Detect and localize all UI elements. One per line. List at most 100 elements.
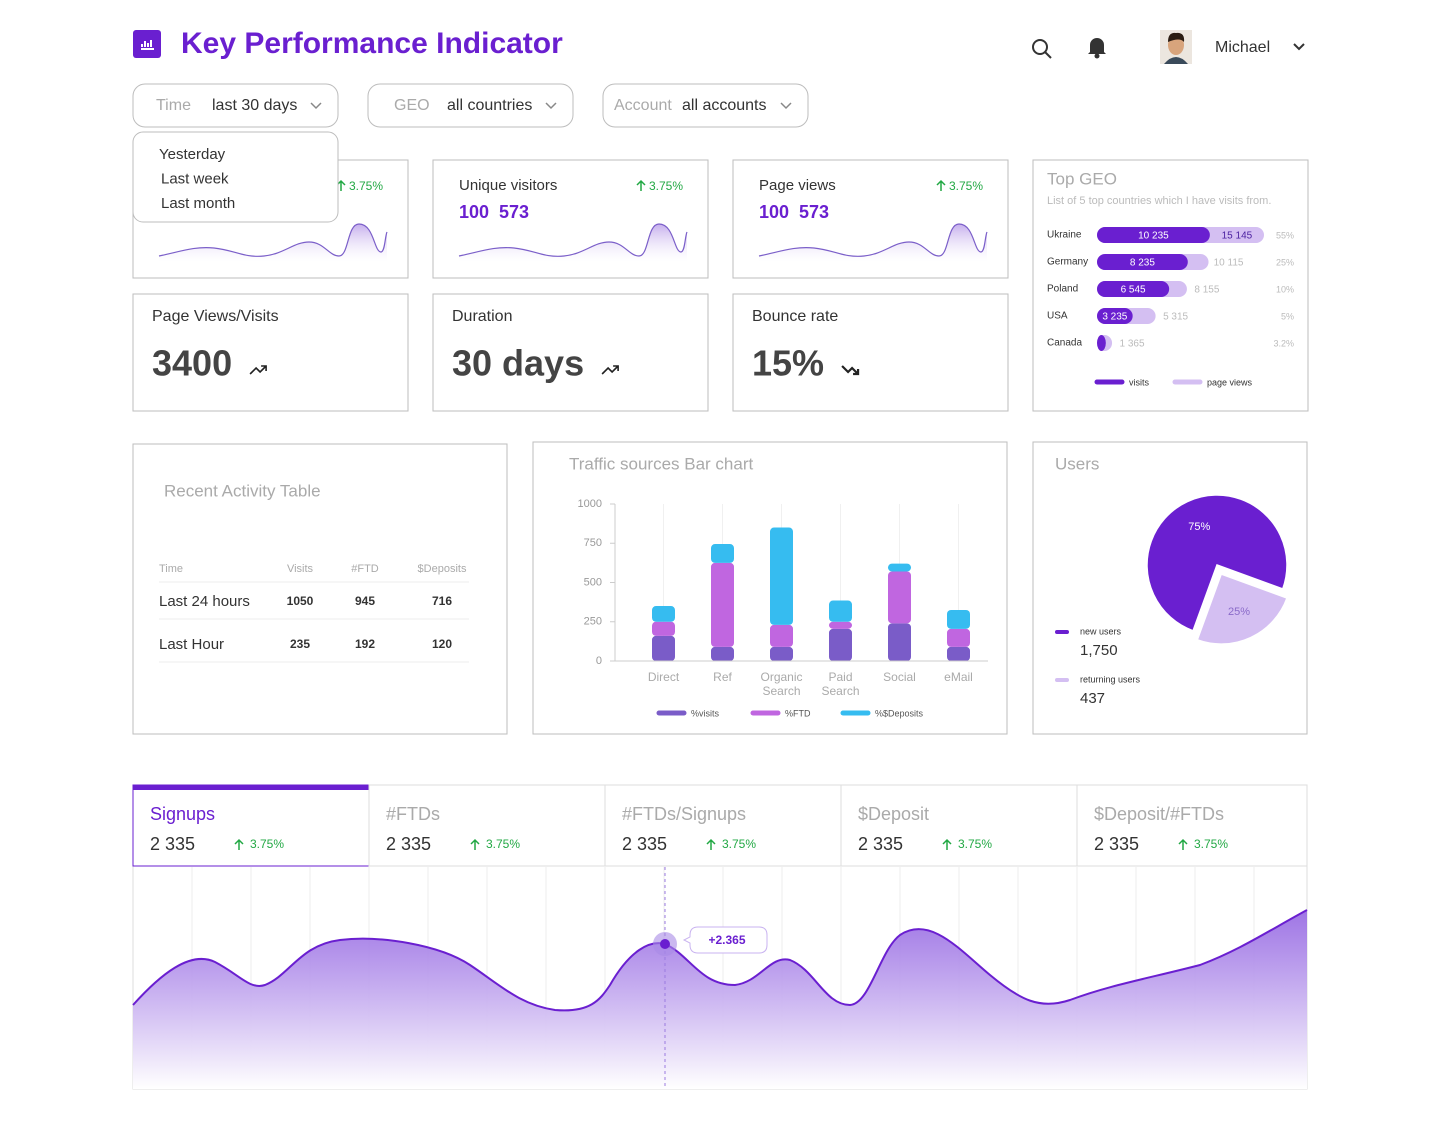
- tab-value: 2 335: [386, 834, 431, 854]
- kpi-change: 3.75%: [649, 179, 683, 193]
- legend-label: returning users: [1080, 674, 1141, 684]
- metric-tab[interactable]: [840, 784, 1078, 867]
- filter-value: all accounts: [682, 97, 767, 114]
- change-arrow: [470, 838, 480, 850]
- bar-segment: [652, 621, 675, 636]
- chevron: [545, 102, 557, 110]
- metric-tab[interactable]: [604, 784, 842, 867]
- change-arrow: [636, 179, 646, 191]
- metric-tab[interactable]: [368, 784, 606, 867]
- stat-card: [132, 293, 409, 412]
- metric-tab[interactable]: [1076, 784, 1308, 867]
- kpi-value: 100 573: [759, 202, 829, 222]
- area-fill: [133, 910, 1307, 1089]
- bar-segment: [888, 563, 911, 572]
- legend-label: visits: [1129, 377, 1149, 387]
- bar-segment: [711, 646, 734, 661]
- kpi-change: 3.75%: [349, 179, 383, 193]
- table-cell: Last 24 hours: [159, 593, 250, 610]
- geo-country: Ukraine: [1047, 230, 1082, 241]
- stat-title: Page Views/Visits: [152, 308, 279, 325]
- tooltip-text: +2.365: [708, 933, 745, 947]
- stat-value: 3400: [152, 343, 232, 384]
- y-tick-label: 750: [584, 537, 602, 549]
- geo-visits-label: 8 235: [1130, 258, 1155, 269]
- table-header: Time: [159, 563, 183, 575]
- area-line: [132, 909, 1308, 1012]
- legend-label: new users: [1080, 626, 1122, 636]
- bar-segment: [947, 609, 970, 629]
- bar-segment: [770, 646, 793, 661]
- panel-subtitle: List of 5 top countries which I have vis…: [1047, 195, 1271, 207]
- geo-visits-label: 10 235: [1138, 231, 1169, 242]
- filter-box[interactable]: [602, 83, 809, 128]
- filter-value: last 30 days: [212, 97, 297, 114]
- trend-icon: [249, 365, 267, 375]
- bar-segment: [770, 527, 793, 625]
- geo-share: 55%: [1276, 230, 1294, 240]
- filter-box[interactable]: [367, 83, 574, 128]
- y-tick-label: 250: [584, 616, 602, 628]
- geo-bar-visits: [1097, 281, 1170, 297]
- user-name: Michael: [1215, 39, 1270, 56]
- sparkline: [458, 223, 688, 262]
- pie-label: 25%: [1228, 606, 1250, 618]
- time-menu-item[interactable]: Last week: [161, 170, 229, 187]
- legend-label: %$Deposits: [875, 708, 924, 718]
- notification-icon[interactable]: [1088, 38, 1106, 59]
- stat-value: 30 days: [452, 343, 584, 384]
- legend-label: %FTD: [785, 708, 811, 718]
- filter-box[interactable]: [132, 83, 339, 128]
- stat-title: Bounce rate: [752, 308, 838, 325]
- tab-change: 3.75%: [722, 837, 756, 851]
- table-cell: 716: [432, 594, 452, 608]
- panel-title: Traffic sources Bar chart: [569, 454, 754, 473]
- avatar[interactable]: [1160, 30, 1192, 64]
- time-menu-item[interactable]: Yesterday: [159, 146, 226, 163]
- table-cell: 120: [432, 637, 452, 651]
- pie-slice: [1196, 573, 1288, 645]
- stat-value: 15%: [752, 343, 824, 384]
- y-tick-label: 0: [596, 655, 602, 667]
- logo-icon: [141, 40, 154, 50]
- sparkline: [158, 223, 388, 262]
- sparkline-line: [158, 223, 388, 257]
- filter-value: all countries: [447, 97, 532, 114]
- tab-name: #FTDs: [386, 804, 440, 824]
- stat-card: [432, 293, 709, 412]
- bar-segment: [829, 600, 852, 622]
- geo-country: Canada: [1047, 338, 1082, 349]
- tab-change: 3.75%: [958, 837, 992, 851]
- stat-title: Duration: [452, 308, 512, 325]
- search-icon[interactable]: [1032, 39, 1052, 59]
- bar-segment: [888, 623, 911, 661]
- sparkline-line: [758, 223, 988, 257]
- chevron: [780, 102, 792, 110]
- geo-views-label: 1 365: [1120, 339, 1145, 350]
- filter-label: Time: [156, 97, 191, 114]
- table-cell: 192: [355, 637, 375, 651]
- table-header: $Deposits: [418, 563, 467, 575]
- user-menu-chevron[interactable]: [1293, 43, 1305, 51]
- metric-tab[interactable]: [132, 784, 370, 867]
- change-arrow: [1178, 838, 1188, 850]
- sparkline-line: [458, 223, 688, 257]
- y-tick-label: 500: [584, 576, 602, 588]
- geo-bar-visits: [1097, 254, 1188, 270]
- tab-value: 2 335: [622, 834, 667, 854]
- tab-value: 2 335: [858, 834, 903, 854]
- sparkline: [758, 223, 988, 262]
- filter-label: Account: [614, 97, 672, 114]
- geo-visits-label: 3 235: [1102, 312, 1127, 323]
- change-arrow: [706, 838, 716, 850]
- tab-change: 3.75%: [1194, 837, 1228, 851]
- trend-icon: [601, 365, 619, 375]
- time-menu-item[interactable]: Last month: [161, 195, 235, 212]
- table-cell: 235: [290, 637, 310, 651]
- geo-bar-visits: [1097, 227, 1210, 243]
- geo-bar-visits: [1097, 308, 1133, 324]
- kpi-title: Page views: [759, 177, 836, 194]
- tab-change: 3.75%: [486, 837, 520, 851]
